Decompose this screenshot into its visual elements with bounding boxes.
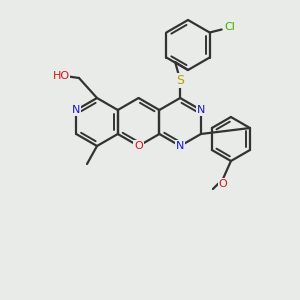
Text: N: N <box>176 141 184 151</box>
Text: O: O <box>218 179 227 189</box>
Text: Cl: Cl <box>224 22 235 32</box>
Text: O: O <box>134 141 143 151</box>
Text: N: N <box>72 105 80 115</box>
Text: HO: HO <box>52 71 70 81</box>
Text: S: S <box>176 74 184 86</box>
Text: N: N <box>197 105 205 115</box>
